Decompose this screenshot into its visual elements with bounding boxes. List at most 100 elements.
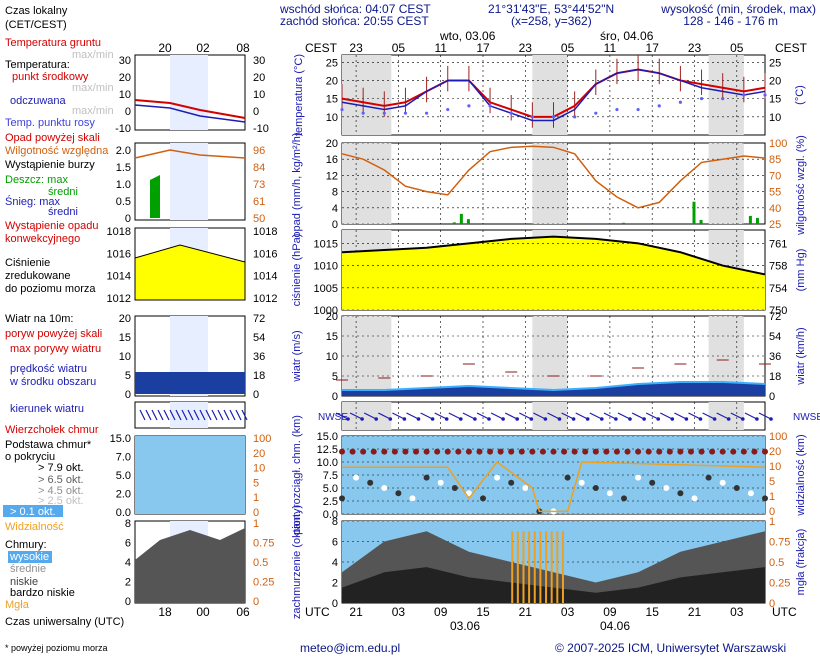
left-cover-tick: 8	[125, 518, 131, 530]
night-band	[342, 55, 392, 135]
dew-point	[721, 97, 725, 101]
dew-point	[573, 115, 577, 119]
wind-arrow	[674, 412, 687, 420]
wind-arrow-head	[402, 417, 407, 421]
dew-point	[551, 115, 556, 119]
day-label-2: śro, 04.06	[600, 29, 654, 43]
left-wind-tick: 15	[119, 332, 131, 344]
legend-text: poryw powyżej skali	[5, 328, 102, 340]
legend-cloud-sky	[135, 436, 245, 514]
elevation-values: 128 - 146 - 176 m	[683, 14, 778, 28]
wind-arrow	[406, 412, 419, 420]
low-cloud-fill	[342, 567, 765, 603]
pressure-mm-label: (mm Hg)	[795, 249, 807, 292]
visibility-tick: 5	[769, 476, 775, 488]
cloud-tick: 0.0	[323, 509, 338, 521]
wind-arrow-head	[755, 417, 759, 421]
cloud-top-dot	[613, 448, 620, 455]
legend-text: kierunek wiatru	[10, 403, 84, 415]
left-cover-tick-r: 1	[253, 518, 259, 530]
wind-arrow-head	[388, 417, 393, 421]
cloud-top-dot	[497, 448, 504, 455]
left-local-hour: 08	[236, 41, 250, 55]
cloud-base-dot	[635, 474, 642, 481]
legend-text: > 4.5 okt.	[38, 485, 84, 497]
pressure-axis-label: ciśnienie (hPa)	[291, 234, 303, 307]
dew-point	[446, 107, 450, 112]
cover-tick: 0	[332, 598, 338, 610]
cloud-base-dot	[705, 474, 712, 481]
legend-text: max/min	[72, 82, 114, 94]
precip-bar	[622, 222, 625, 224]
legend-wind-arrow	[169, 409, 176, 421]
left-precip-tick: 2.0	[116, 145, 131, 157]
cloud-top-dot	[391, 448, 398, 455]
elevation-label: wysokość (min, środek, max)	[661, 2, 816, 16]
legend-wind-arrow	[187, 409, 194, 421]
cloud-top-dot	[645, 448, 652, 455]
precip-bar	[748, 215, 752, 224]
wind-arrow	[533, 412, 546, 420]
cloud-base-dot	[649, 479, 656, 486]
cloud-top-dot	[687, 448, 694, 455]
left-precip-tick: 1.5	[116, 162, 131, 174]
visibility-tick: 0	[769, 506, 775, 518]
wind-arrow	[363, 412, 377, 420]
night-band	[708, 55, 744, 135]
legend-text: o pokryciu	[5, 451, 55, 463]
legend-wind-arrow	[199, 409, 206, 421]
left-wind-tick-r: 72	[253, 313, 265, 325]
wind-arrow-head	[614, 417, 618, 421]
compass-label: NWSE	[318, 412, 348, 423]
wind-arrow-head	[473, 417, 477, 421]
left-hum-tick: 61	[253, 196, 265, 208]
cloud-top-dot	[360, 448, 367, 455]
legend-text: > 7.9 okt.	[38, 462, 84, 474]
left-precip-tick: 0.5	[116, 196, 131, 208]
cloud-top-dot	[698, 448, 705, 455]
legend-wind-arrow	[241, 409, 248, 421]
legend-text: bardzo niskie	[10, 587, 75, 599]
legend-wind-arrow	[145, 409, 152, 421]
temp-tick: 10	[326, 112, 338, 124]
left-wind-tick-r: 54	[253, 332, 265, 344]
cloud-base-dot	[409, 495, 416, 502]
left-cloud-tick: 15.0	[110, 433, 131, 445]
cloud-base-dot	[508, 479, 515, 486]
cloud-axis-label: pion. rozciągł. chm. (km)	[291, 415, 303, 535]
legend-night	[170, 55, 208, 130]
left-press-tick: 1016	[107, 248, 131, 260]
legend-text: Temp. punktu rosy	[5, 117, 95, 129]
visibility-line	[342, 460, 766, 513]
temp-tick-right: 20	[769, 75, 781, 87]
dew-point	[382, 111, 386, 115]
pressure-mm-tick: 750	[769, 305, 787, 317]
left-wind-tick: 10	[119, 351, 131, 363]
temp-tick: 15	[326, 94, 338, 106]
wind-kmh-tick: 72	[769, 311, 781, 323]
wind-arrow	[702, 412, 715, 420]
cloud-top-dot	[455, 448, 462, 455]
dew-point	[678, 100, 683, 104]
left-cover-tick-r: 0	[253, 596, 259, 608]
left-utc-hour: 18	[158, 605, 172, 619]
cloud-top-dot	[550, 448, 557, 455]
wind-arrow-head	[430, 417, 435, 421]
wind-arrow	[561, 412, 574, 420]
wind-arrow	[589, 412, 603, 420]
temp-tick-right: 25	[769, 57, 781, 69]
left-hum-tick: 73	[253, 179, 265, 191]
cloud-top-dot	[508, 448, 515, 455]
email-link[interactable]: meteo@icm.edu.pl	[300, 641, 401, 655]
legend-wind-arrow	[139, 409, 146, 421]
cloud-top-dot	[465, 448, 472, 455]
wind-arrow	[392, 412, 405, 420]
precip-tick: 20	[326, 138, 338, 150]
cloud-top-dot	[677, 448, 684, 455]
legend-text: (CET/CEST)	[5, 19, 67, 31]
legend-text: odczuwana	[10, 95, 67, 107]
precip-axis-label: opad (mm/h, kg/m²/h)	[291, 132, 303, 237]
wind-tick: 20	[326, 311, 338, 323]
humidity-tick: 55	[769, 187, 781, 199]
cloud-top-dot	[635, 448, 642, 455]
